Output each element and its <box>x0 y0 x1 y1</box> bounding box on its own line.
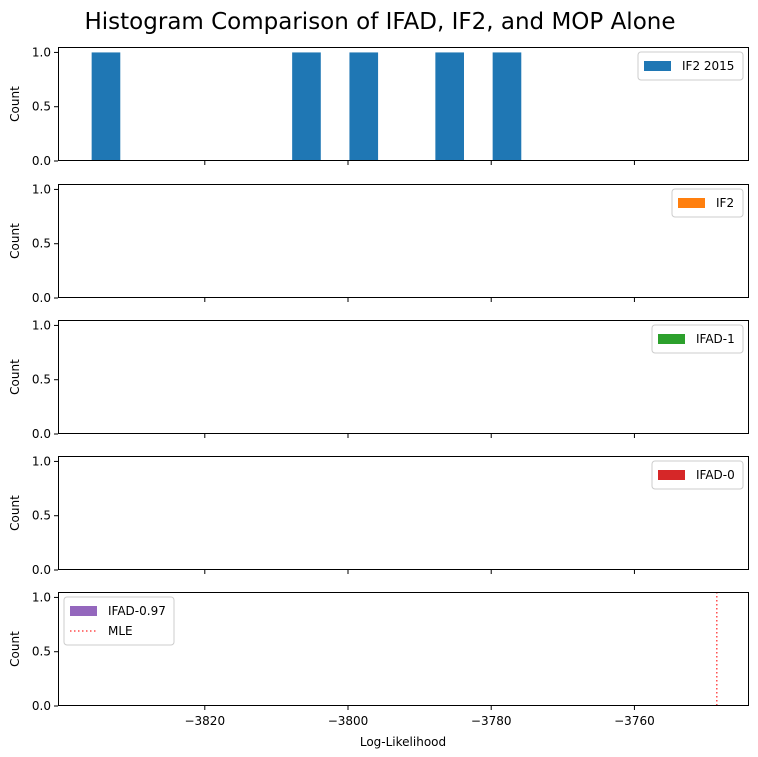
axes-frame <box>58 456 749 570</box>
panel-1: 0.0 0.5 1.0 Count IF2 2015 <box>8 45 749 168</box>
y-tick-label: 1.0 <box>32 454 51 468</box>
chart-title: Histogram Comparison of IFAD, IF2, and M… <box>85 9 676 35</box>
y-tick-label: 1.0 <box>32 45 51 59</box>
legend-label: IF2 2015 <box>682 59 734 73</box>
x-tick-label: −3800 <box>328 714 369 728</box>
y-axis-label: Count <box>8 359 22 395</box>
y-axis-label: Count <box>8 495 22 531</box>
y-tick-label: 1.0 <box>32 590 51 604</box>
y-tick-label: 0.5 <box>32 237 51 251</box>
panel-5: 0.0 0.5 1.0 −3820 −3800 −3780 −3760 Count IFAD-0… <box>8 590 749 728</box>
histogram-bar <box>349 52 379 161</box>
x-tick-label: −3760 <box>614 714 655 728</box>
histogram-bar <box>492 52 522 161</box>
panel-3: 0.0 0.5 1.0 Count IFAD-1 <box>8 318 749 441</box>
legend-swatch <box>678 198 705 208</box>
legend-label: IFAD-0 <box>696 468 735 482</box>
y-tick-label: 0.0 <box>32 427 51 441</box>
axes-frame <box>58 592 749 706</box>
y-tick-label: 0.0 <box>32 291 51 305</box>
y-tick-label: 0.0 <box>32 699 51 713</box>
legend: IF2 <box>671 188 744 218</box>
legend: IFAD-1 <box>651 324 744 354</box>
legend-frame <box>651 324 744 354</box>
legend: IF2 2015 <box>637 51 744 81</box>
histogram-bar <box>91 52 121 161</box>
legend-label: IFAD-1 <box>696 332 735 346</box>
y-axis-label: Count <box>8 631 22 667</box>
y-axis-label: Count <box>8 223 22 259</box>
y-tick-label: 0.0 <box>32 154 51 168</box>
x-tick-label: −3780 <box>471 714 512 728</box>
y-tick-label: 0.5 <box>32 509 51 523</box>
x-tick-label: −3820 <box>184 714 225 728</box>
legend-label: IFAD-0.97 <box>108 604 166 618</box>
axes-frame <box>58 47 749 161</box>
y-tick-label: 0.5 <box>32 373 51 387</box>
legend-swatch <box>644 61 671 71</box>
legend-frame <box>637 51 744 81</box>
legend: IFAD-0.97 MLE <box>63 596 175 646</box>
panel-2: 0.0 0.5 1.0 Count IF2 <box>8 182 749 305</box>
legend-swatch <box>70 606 97 616</box>
y-tick-label: 0.5 <box>32 645 51 659</box>
axes-frame <box>58 320 749 434</box>
legend-label: IF2 <box>716 196 734 210</box>
legend: IFAD-0 <box>651 460 744 490</box>
panel-4: 0.0 0.5 1.0 Count IFAD-0 <box>8 454 749 577</box>
axes-frame <box>58 184 749 298</box>
y-tick-label: 0.0 <box>32 563 51 577</box>
legend-frame <box>671 188 744 218</box>
legend-swatch <box>658 470 685 480</box>
x-axis-label: Log-Likelihood <box>360 735 446 749</box>
y-tick-label: 0.5 <box>32 100 51 114</box>
legend-swatch <box>658 334 685 344</box>
legend-label: MLE <box>108 624 133 638</box>
legend-frame <box>651 460 744 490</box>
y-axis-label: Count <box>8 86 22 122</box>
histogram-bar <box>435 52 464 161</box>
y-tick-label: 1.0 <box>32 318 51 332</box>
y-tick-label: 1.0 <box>32 182 51 196</box>
histogram-bar <box>292 52 321 161</box>
